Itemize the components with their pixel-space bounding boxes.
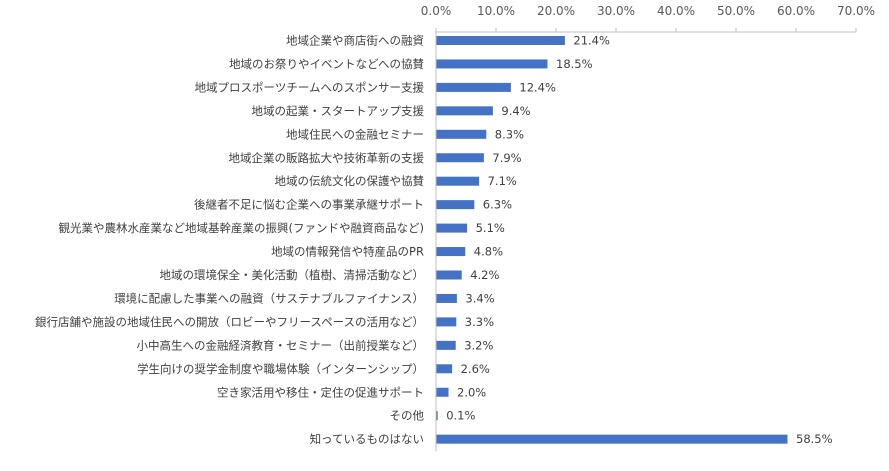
category-label: 後継者不足に悩む企業への事業承継サポート [194, 198, 424, 212]
x-tick-label: 30.0% [597, 4, 635, 18]
bar [436, 247, 466, 257]
bar [436, 129, 487, 139]
x-tick-label: 70.0% [837, 4, 875, 18]
category-label: 小中高生への金融経済教育・セミナー（出前授業など） [137, 338, 425, 352]
category-label: 地域のお祭りやイベントなどへの協賛 [229, 57, 424, 71]
data-label: 5.1% [476, 221, 505, 235]
category-label: 知っているものはない [310, 432, 424, 446]
data-label: 2.0% [457, 385, 486, 399]
x-tick-label: 0.0% [421, 4, 452, 18]
data-label: 0.1% [446, 409, 475, 423]
category-label: 地域の伝統文化の保護や協賛 [275, 174, 425, 188]
category-label: 地域の環境保全・美化活動（植樹、清掃活動など） [160, 268, 425, 282]
bar [436, 293, 457, 303]
data-label: 21.4% [573, 34, 610, 48]
data-label: 8.3% [495, 127, 524, 141]
bar [436, 434, 788, 444]
bar [436, 387, 449, 397]
data-label: 2.6% [461, 362, 490, 376]
bar [436, 223, 468, 233]
bar [436, 36, 565, 45]
category-label: 地域住民への金融セミナー [286, 127, 424, 141]
data-label: 4.2% [470, 268, 499, 282]
x-tick-label: 20.0% [537, 4, 575, 18]
data-label: 7.1% [488, 174, 517, 188]
category-label: 学生向けの奨学金制度や職場体験（インターンシップ） [137, 362, 424, 376]
data-label: 4.8% [474, 245, 503, 259]
category-label: 地域の起業・スタートアップ支援 [252, 104, 425, 118]
data-label: 9.4% [501, 104, 530, 118]
category-label: 銀行店舗や施設の地域住民への開放（ロビーやフリースペースの活用など） [35, 315, 424, 329]
x-tick-label: 60.0% [777, 4, 815, 18]
x-tick-label: 10.0% [477, 4, 515, 18]
category-label: 地域の情報発信や特産品のPR [271, 245, 424, 259]
data-label: 18.5% [556, 57, 593, 71]
bar [436, 317, 457, 327]
data-label: 3.2% [464, 338, 493, 352]
bar [436, 176, 480, 186]
data-label: 7.9% [492, 151, 521, 165]
x-tick-label: 50.0% [717, 4, 755, 18]
bar [436, 59, 548, 69]
category-label: 観光業や農林水産業など地域基幹産業の振興(ファンドや融資商品など) [59, 221, 424, 235]
bar [436, 200, 475, 210]
data-label: 12.4% [519, 80, 556, 94]
bar [436, 82, 511, 92]
x-tick-label: 40.0% [657, 4, 695, 18]
bar [436, 153, 484, 163]
data-label: 3.4% [465, 291, 494, 305]
category-label: 地域プロスポーツチームへのスポンサー支援 [195, 80, 425, 94]
category-label: 地域企業の販路拡大や技術革新の支援 [229, 151, 425, 165]
bar [436, 270, 462, 280]
data-label: 3.3% [465, 315, 494, 329]
category-label: 環境に配慮した事業への融資（サステナブルファイナンス） [114, 291, 424, 305]
bar [436, 340, 456, 350]
category-label: 地域企業や商店街への融資 [286, 34, 424, 48]
category-label: その他 [390, 409, 425, 423]
data-label: 58.5% [796, 432, 833, 446]
data-label: 6.3% [483, 198, 512, 212]
bar [436, 364, 453, 374]
bar [436, 106, 493, 116]
category-label: 空き家活用や移住・定住の促進サポート [217, 385, 424, 399]
bar [436, 411, 438, 421]
